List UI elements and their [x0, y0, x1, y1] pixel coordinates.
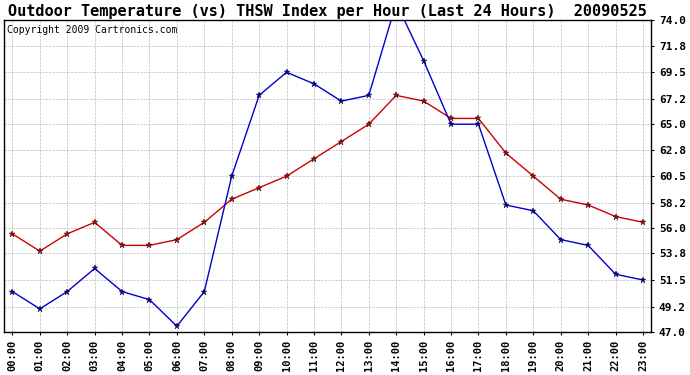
Title: Outdoor Temperature (vs) THSW Index per Hour (Last 24 Hours)  20090525: Outdoor Temperature (vs) THSW Index per …: [8, 4, 647, 19]
Text: Copyright 2009 Cartronics.com: Copyright 2009 Cartronics.com: [8, 25, 178, 35]
